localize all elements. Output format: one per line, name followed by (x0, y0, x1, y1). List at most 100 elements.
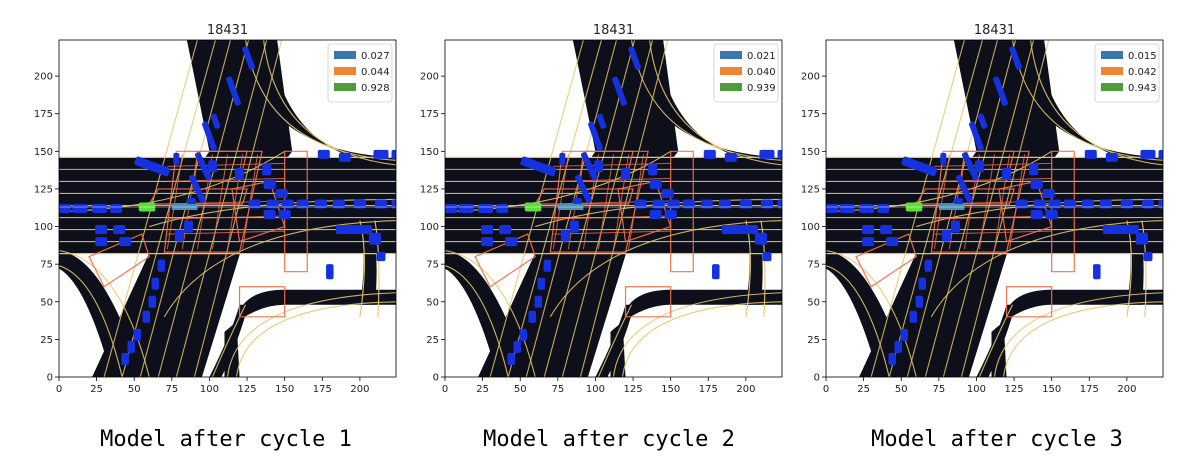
vehicle-marker (95, 237, 108, 247)
panel-title: 18431 (974, 23, 1015, 38)
vehicle-marker (759, 149, 775, 159)
x-tick-label: 25 (90, 384, 103, 395)
vehicle-marker (718, 199, 731, 209)
vehicle-marker (262, 163, 272, 176)
vehicle-marker (1105, 152, 1118, 162)
vehicle-marker (537, 277, 546, 290)
vehicle-marker (59, 203, 72, 214)
x-tick-label: 100 (586, 384, 605, 395)
vehicle-marker (374, 199, 387, 209)
legend: 0.015 0.042 0.943 (1094, 43, 1160, 103)
vehicle-marker (724, 152, 737, 162)
vehicle-marker (110, 203, 123, 214)
legend-swatch (334, 67, 356, 75)
vehicle-marker (1030, 210, 1043, 220)
vehicle-marker (174, 229, 184, 242)
crosswalk-polygon (88, 233, 150, 288)
vehicle-marker (281, 199, 294, 209)
vehicle-marker (478, 203, 494, 214)
vehicle-marker (263, 210, 276, 220)
y-tick-label: 125 (420, 184, 439, 195)
road-scene (826, 40, 1163, 377)
panel-caption: Model after cycle 3 (871, 427, 1123, 452)
vehicle-marker (649, 179, 662, 189)
vehicle-marker (505, 237, 518, 247)
x-tick-label: 75 (932, 384, 945, 395)
x-tick-label: 50 (895, 384, 908, 395)
vehicle-marker (207, 160, 217, 173)
lane-line (263, 40, 396, 166)
vehicle-marker (248, 199, 261, 209)
x-tick-label: 175 (699, 384, 718, 395)
vehicle-marker (777, 199, 782, 209)
crosswalk-line (167, 230, 285, 235)
panel-title: 18431 (593, 23, 634, 38)
y-tick-label: 75 (426, 260, 439, 271)
legend-swatch (1101, 67, 1123, 75)
legend-swatch (1101, 51, 1123, 59)
vehicle-marker (888, 352, 896, 365)
road-scene (445, 40, 782, 377)
x-tick-label: 125 (238, 384, 257, 395)
road-branch-spur (209, 304, 249, 377)
vehicle-marker (739, 199, 752, 209)
vehicle-marker (661, 188, 674, 198)
road-curve-left (826, 250, 909, 377)
vehicle-marker (188, 174, 206, 204)
vehicle-marker (700, 199, 713, 209)
lane-line (826, 265, 890, 377)
vehicle-marker (275, 188, 288, 198)
lane-line (163, 219, 396, 318)
legend-swatch (334, 83, 356, 91)
y-tick-label: 150 (420, 147, 439, 158)
x-tick-label: 50 (128, 384, 141, 395)
vehicle-marker (314, 199, 327, 209)
road-curve-left (59, 250, 142, 377)
panel-caption: Model after cycle 1 (100, 427, 352, 452)
vehicle-marker (242, 46, 255, 70)
crosswalk-line (167, 177, 285, 182)
panel-3: 18431 0 25 50 75 100 125 150 175 200 0 25 50 75 100 125… (801, 23, 1164, 395)
legend-swatch (1101, 83, 1123, 91)
y-tick-label: 25 (426, 335, 439, 346)
axes-frame (58, 39, 397, 378)
vehicle-marker (839, 203, 855, 214)
vehicle-marker (652, 199, 665, 209)
road-curve-top (239, 40, 396, 167)
vehicle-marker (826, 203, 839, 214)
vehicle-marker (664, 210, 677, 220)
vehicle-marker (496, 203, 509, 214)
lane-line (888, 40, 983, 377)
vehicle-marker (712, 264, 720, 280)
vehicle-marker (621, 167, 631, 180)
legend-label: 0.021 (747, 51, 776, 62)
vehicle-marker (338, 152, 351, 162)
vehicle-marker (1081, 199, 1094, 209)
vehicle-marker (317, 149, 330, 159)
vehicle-marker (376, 252, 386, 262)
x-tick-label: 200 (1117, 384, 1136, 395)
vehicle-marker (278, 210, 291, 220)
vehicle-marker (877, 203, 890, 214)
y-tick-label: 25 (40, 335, 53, 346)
vehicle-marker (296, 199, 309, 209)
vehicle-marker (569, 220, 579, 233)
axes-frame (444, 39, 783, 378)
x-tick-label: 25 (857, 384, 870, 395)
vehicle-marker (332, 199, 345, 209)
vehicle-marker (373, 149, 389, 159)
vehicle-marker (559, 152, 566, 165)
vehicle-marker (859, 203, 875, 214)
legend-swatch (334, 51, 356, 59)
x-tick-label: 0 (823, 384, 829, 395)
vehicle-marker (326, 264, 334, 280)
vehicle-marker (95, 225, 108, 235)
vehicle-marker (777, 149, 782, 159)
lane-line (59, 265, 123, 377)
road-curve-left (445, 250, 528, 377)
crosswalk-line (553, 230, 671, 235)
vehicle-marker (703, 149, 716, 159)
x-tick-label: 150 (661, 384, 680, 395)
vehicle-marker (955, 174, 973, 204)
